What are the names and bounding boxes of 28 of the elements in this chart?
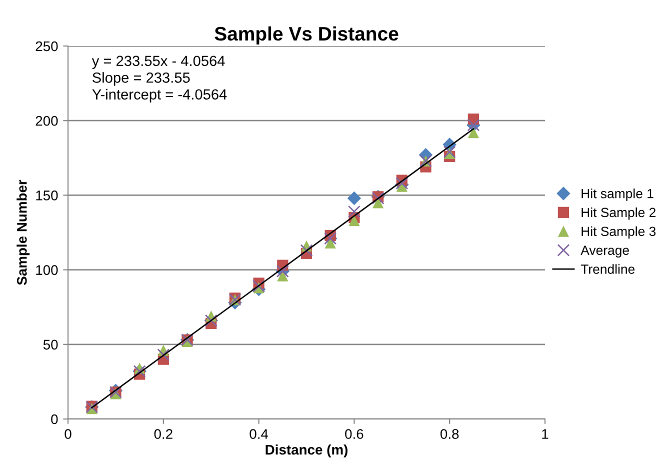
point (348, 215, 360, 226)
chart-title: Sample Vs Distance (214, 26, 398, 44)
y-tick-label: 250 (36, 41, 58, 52)
x-tick-label: 1 (542, 429, 548, 439)
legend-label: Hit Sample 2 (582, 207, 656, 220)
y-tick-label: 50 (43, 340, 58, 350)
point (157, 348, 170, 362)
point (468, 126, 479, 138)
y-tick-label: 200 (36, 116, 58, 126)
point (252, 280, 266, 292)
y-axis-title: Sample Number (16, 180, 30, 285)
point (300, 244, 313, 257)
x-tick-label: 0 (64, 429, 72, 439)
x-tick-label: 0.4 (250, 429, 268, 439)
legend-label: Hit Sample 3 (582, 226, 656, 239)
y-tick-label: 100 (36, 265, 58, 275)
x-tick-label: 0.2 (154, 429, 172, 439)
y-tick-label: 0 (51, 414, 58, 424)
point (348, 205, 360, 218)
annotation: y = 233.55x - 4.0564 Slope = 233.55 Y-intercept = -4.0564 (92, 56, 227, 102)
legend-label: Hit sample 1 (582, 188, 654, 201)
point (347, 191, 362, 206)
legend-label: Average (580, 246, 629, 258)
y-tick-label: 150 (36, 190, 58, 200)
legend-label: Trendline (580, 264, 635, 274)
x-tick-label: 0.8 (440, 429, 459, 439)
x-axis-title: Distance (m) (266, 444, 348, 458)
x-tick-label: 0.6 (345, 429, 364, 439)
